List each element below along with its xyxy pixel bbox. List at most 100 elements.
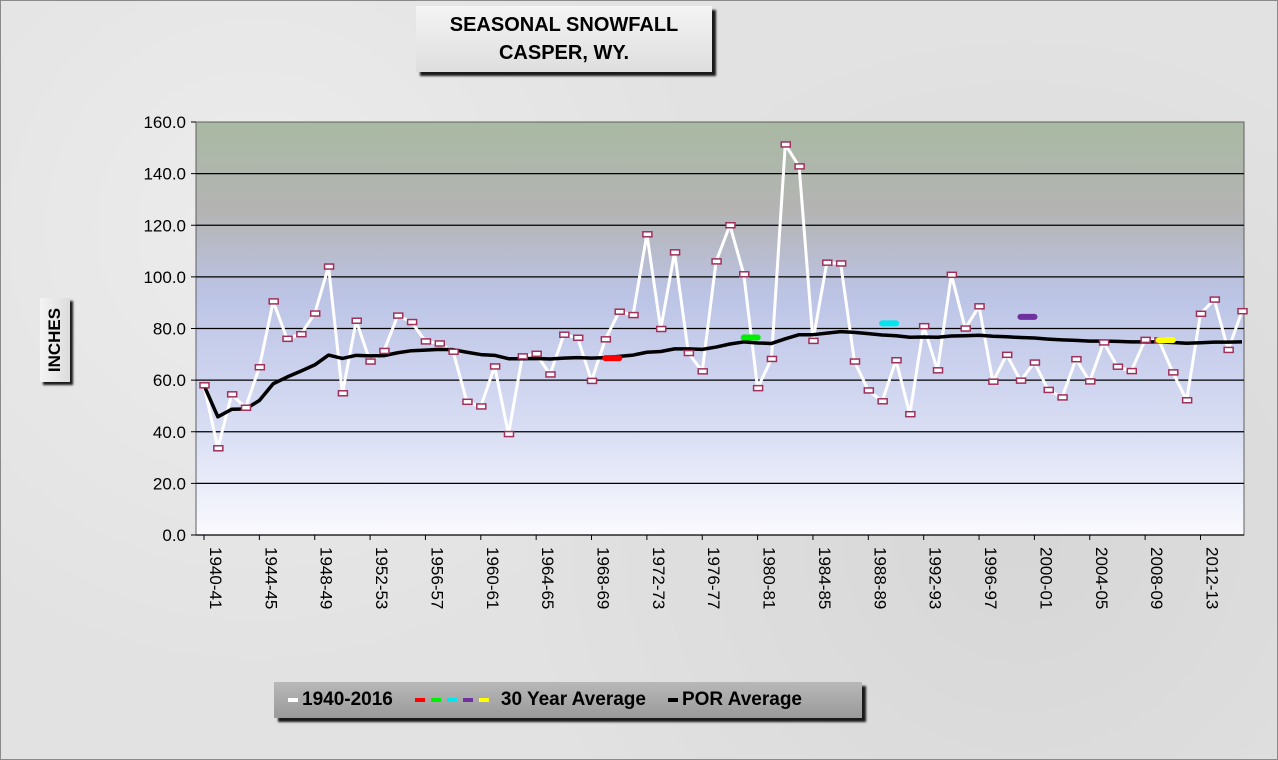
legend-swatch-cyan bbox=[446, 698, 457, 702]
x-tick-label: 1992-93 bbox=[926, 547, 945, 609]
data-point-snowfall bbox=[1071, 355, 1082, 363]
data-point-snowfall bbox=[891, 356, 902, 364]
data-point-snowfall bbox=[393, 312, 404, 319]
data-point-snowfall bbox=[1043, 386, 1054, 394]
data-point-snowfall bbox=[365, 358, 376, 365]
data-point-snowfall bbox=[711, 258, 722, 265]
x-tick-label: 1944-45 bbox=[261, 547, 280, 609]
data-point-snowfall bbox=[337, 390, 349, 397]
data-point-snowfall bbox=[545, 371, 556, 378]
data-point-snowfall bbox=[503, 430, 515, 438]
data-point-snowfall bbox=[462, 398, 473, 406]
x-tick-label: 1996-97 bbox=[981, 547, 1000, 609]
y-axis-label-box: INCHES bbox=[40, 298, 70, 382]
legend-swatch-purple bbox=[462, 698, 473, 702]
data-point-snowfall bbox=[1223, 346, 1234, 354]
data-point-30yr-average bbox=[1017, 313, 1038, 320]
data-point-snowfall bbox=[1015, 377, 1027, 384]
data-point-30yr-average bbox=[602, 355, 623, 362]
chart-title-box: SEASONAL SNOWFALL CASPER, WY. bbox=[416, 6, 712, 72]
y-tick-label: 40.0 bbox=[153, 423, 186, 442]
data-point-snowfall bbox=[600, 336, 612, 343]
data-point-snowfall bbox=[448, 348, 459, 355]
data-point-snowfall bbox=[863, 387, 875, 394]
data-point-snowfall bbox=[1140, 336, 1151, 344]
data-point-snowfall bbox=[1168, 369, 1179, 376]
data-point-snowfall bbox=[309, 310, 321, 317]
x-tick-label: 1968-69 bbox=[594, 547, 613, 609]
legend-label-por: POR Average bbox=[681, 689, 802, 710]
x-tick-label: 1976-77 bbox=[704, 547, 723, 609]
data-point-snowfall bbox=[199, 382, 210, 389]
legend-item-series: 1940-2016 bbox=[288, 689, 393, 711]
legend-swatch-white bbox=[288, 698, 298, 702]
x-tick-label: 1980-81 bbox=[760, 547, 779, 609]
x-tick-label: 1988-89 bbox=[870, 547, 889, 609]
chart-title-line1: SEASONAL SNOWFALL bbox=[449, 14, 679, 36]
data-point-snowfall bbox=[683, 349, 695, 357]
y-tick-label: 80.0 bbox=[153, 320, 186, 339]
data-point-snowfall bbox=[974, 303, 985, 310]
legend-swatch-red bbox=[414, 698, 425, 702]
x-tick-label: 2008-09 bbox=[1147, 547, 1166, 609]
data-point-snowfall bbox=[1237, 307, 1248, 315]
data-point-snowfall bbox=[254, 363, 266, 371]
x-tick-label: 1984-85 bbox=[815, 547, 834, 609]
legend-item-30yr: 30 Year Average bbox=[414, 689, 646, 711]
data-point-snowfall bbox=[780, 141, 792, 148]
data-point-snowfall bbox=[1209, 296, 1221, 303]
data-point-snowfall bbox=[489, 363, 501, 370]
data-point-snowfall bbox=[351, 317, 362, 325]
data-point-snowfall bbox=[226, 391, 238, 398]
y-tick-label: 120.0 bbox=[143, 216, 186, 235]
data-point-snowfall bbox=[905, 410, 916, 418]
series-line-por-average bbox=[202, 329, 1243, 419]
data-point-snowfall bbox=[586, 377, 598, 385]
data-point-snowfall bbox=[1112, 363, 1124, 370]
legend-label-series: 1940-2016 bbox=[302, 689, 393, 710]
data-point-snowfall bbox=[420, 338, 432, 345]
x-tick-label: 1960-61 bbox=[483, 547, 502, 609]
data-point-snowfall bbox=[379, 347, 390, 355]
data-point-30yr-average bbox=[879, 320, 900, 327]
data-point-snowfall bbox=[1029, 359, 1041, 366]
data-point-snowfall bbox=[766, 355, 778, 363]
x-tick-label: 1952-53 bbox=[372, 547, 391, 609]
data-point-snowfall bbox=[213, 445, 224, 452]
x-tick-label: 1972-73 bbox=[649, 547, 668, 609]
x-tick-label: 2012-13 bbox=[1202, 547, 1221, 609]
data-point-snowfall bbox=[406, 318, 418, 326]
data-point-snowfall bbox=[1181, 397, 1193, 404]
data-point-snowfall bbox=[1098, 339, 1110, 346]
legend: 1940-2016 30 Year Average POR Average bbox=[274, 682, 862, 718]
data-point-snowfall bbox=[822, 259, 833, 266]
legend-swatches-30yr bbox=[414, 698, 495, 702]
data-point-snowfall bbox=[240, 404, 252, 411]
data-point-snowfall bbox=[282, 335, 293, 343]
y-tick-label: 160.0 bbox=[143, 113, 186, 132]
data-point-snowfall bbox=[1126, 367, 1138, 375]
data-point-snowfall bbox=[697, 368, 708, 375]
data-point-snowfall bbox=[739, 271, 750, 278]
data-point-snowfall bbox=[877, 398, 888, 405]
data-point-snowfall bbox=[614, 308, 625, 315]
y-tick-label: 100.0 bbox=[143, 268, 186, 287]
x-tick-label: 2000-01 bbox=[1036, 547, 1055, 609]
data-point-snowfall bbox=[808, 337, 819, 345]
y-tick-label: 0.0 bbox=[162, 526, 186, 545]
data-point-snowfall bbox=[268, 298, 279, 305]
data-point-snowfall bbox=[946, 271, 958, 279]
y-tick-label: 20.0 bbox=[153, 474, 186, 493]
x-tick-label: 1956-57 bbox=[427, 547, 446, 609]
chart-title-line2: CASPER, WY. bbox=[498, 42, 630, 64]
data-point-snowfall bbox=[1057, 394, 1068, 401]
data-point-snowfall bbox=[849, 358, 861, 365]
data-point-snowfall bbox=[1195, 310, 1207, 318]
data-point-snowfall bbox=[794, 163, 805, 170]
legend-item-por: POR Average bbox=[667, 689, 802, 711]
legend-swatch-yellow bbox=[478, 698, 489, 702]
legend-label-30yr: 30 Year Average bbox=[500, 689, 646, 710]
y-tick-label: 140.0 bbox=[143, 165, 186, 184]
data-point-snowfall bbox=[476, 403, 487, 410]
